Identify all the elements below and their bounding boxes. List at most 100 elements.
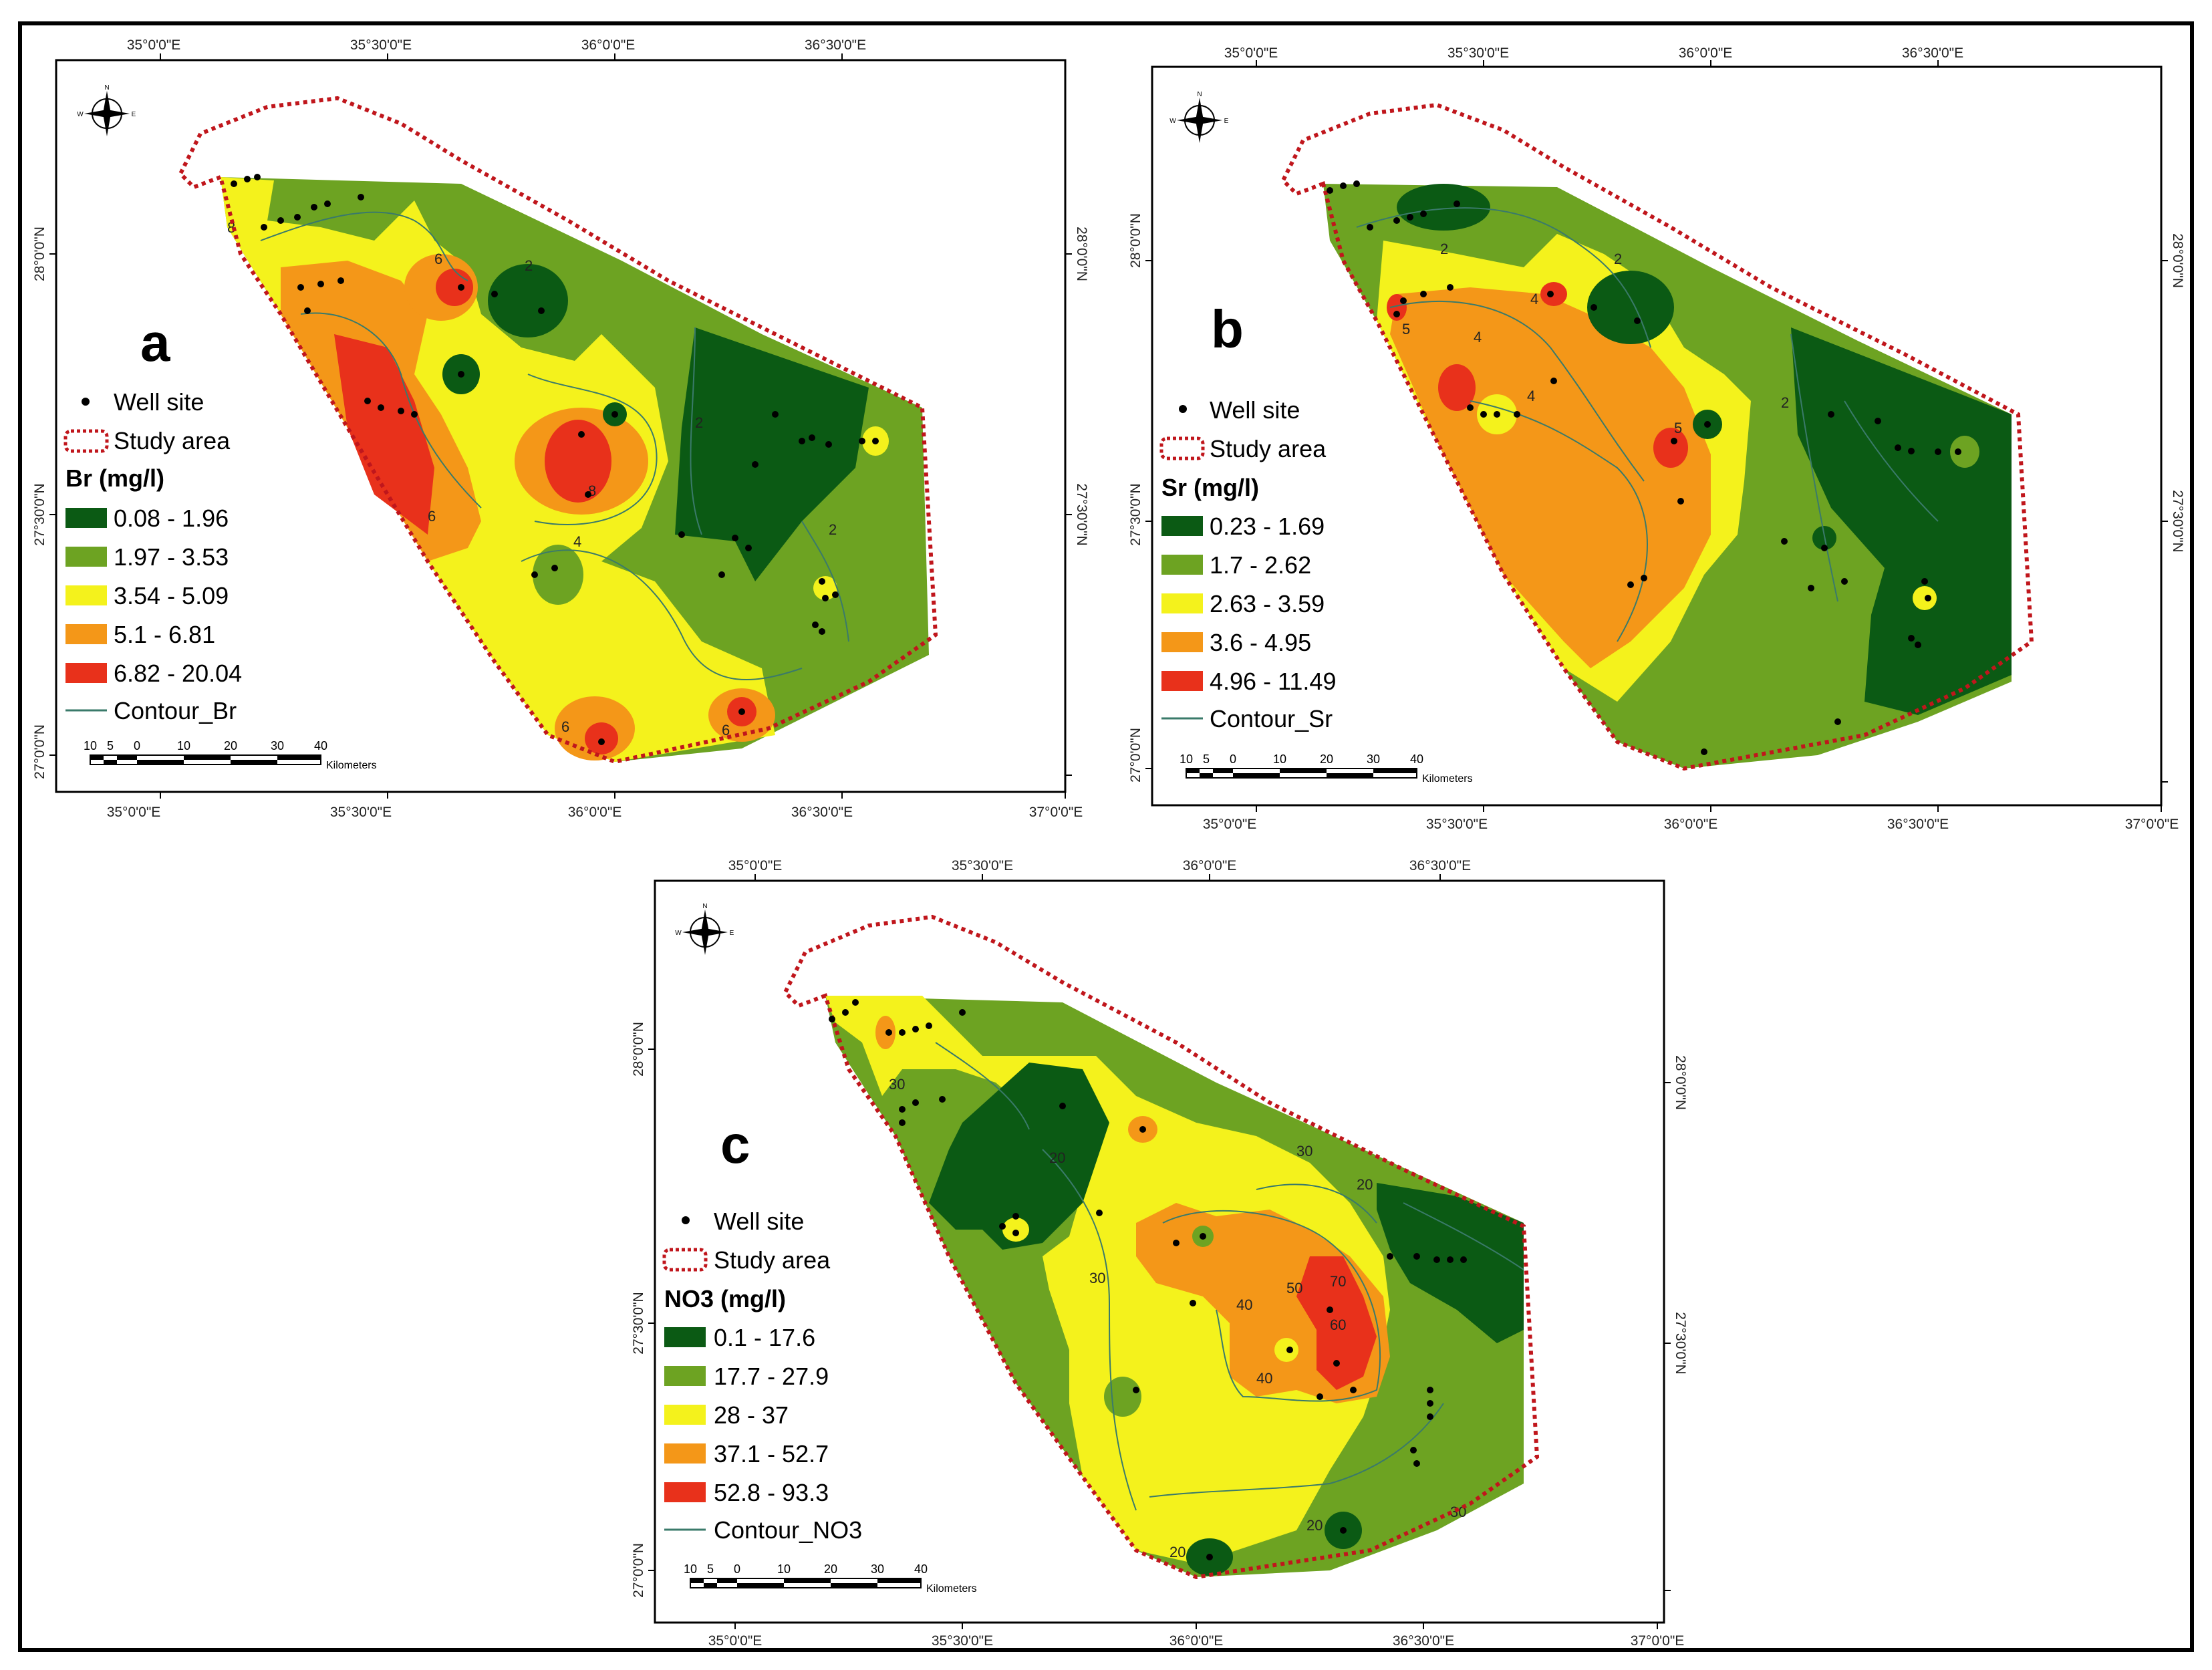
well-sites — [1327, 180, 1961, 755]
legend-title: NO3 (mg/l) — [664, 1285, 786, 1312]
lon-tick-bottom: 36°0'0"E — [568, 805, 622, 820]
legend-class-label: 1.7 - 2.62 — [1210, 551, 1311, 579]
contour-legend-label: Contour_NO3 — [714, 1516, 862, 1544]
scale-unit: Kilometers — [326, 760, 377, 771]
contour-label: 5 — [1674, 420, 1682, 436]
lon-tick-bottom: 36°30'0"E — [1393, 1633, 1454, 1649]
contour-label: 6 — [722, 722, 730, 738]
lon-tick-bottom: 37°0'0"E — [2125, 817, 2179, 832]
legend-swatch — [65, 547, 107, 567]
scale-tick: 10 — [777, 1562, 791, 1576]
east-label: E — [1224, 118, 1229, 125]
lon-tick-bottom: 36°30'0"E — [791, 805, 853, 820]
lon-tick-top: 35°30'0"E — [1447, 45, 1509, 61]
west-label: W — [1169, 118, 1176, 125]
legend-title: Br (mg/l) — [65, 464, 164, 492]
lat-tick-right: 28°0'0"N — [1673, 1055, 1688, 1110]
contour-label: 40 — [1256, 1370, 1272, 1387]
legend-class-label: 2.63 - 3.59 — [1210, 590, 1325, 617]
legend-class-label: 0.23 - 1.69 — [1210, 513, 1325, 540]
lon-tick-top: 36°0'0"E — [581, 37, 636, 53]
study-area-symbol — [662, 1248, 708, 1272]
legend: c Well site Study area NO3 (mg/l) 0.1 - … — [662, 1115, 862, 1544]
study-area-boundary — [783, 914, 1540, 1580]
scale-tick: 5 — [1203, 752, 1210, 766]
contour-label: 6 — [428, 508, 436, 525]
lon-tick-bottom: 35°0'0"E — [107, 805, 161, 820]
scale-tick: 30 — [1367, 752, 1380, 766]
legend-class-label: 17.7 - 27.9 — [714, 1363, 829, 1390]
contour-label: 70 — [1330, 1273, 1346, 1290]
contour-label: 60 — [1330, 1316, 1346, 1333]
graticule-ticks — [49, 53, 1072, 799]
lat-tick-right: 28°0'0"N — [2170, 233, 2185, 288]
lat-tick-left: 27°30'0"N — [1128, 483, 1143, 545]
well-site-label: Well site — [714, 1208, 804, 1235]
scale-tick: 40 — [1410, 752, 1423, 766]
study-area-boundary — [178, 96, 938, 764]
study-area-symbol — [1159, 436, 1205, 460]
lon-tick-top: 36°30'0"E — [1902, 45, 1963, 61]
scale-tick: 40 — [314, 739, 327, 752]
legend-class-label: 28 - 37 — [714, 1401, 789, 1429]
scale-tick: 10 — [1180, 752, 1193, 766]
scale-tick: 0 — [1230, 752, 1236, 766]
contour-label: 6 — [561, 718, 569, 735]
contour-labels: 2 2 2 4 4 4 5 5 — [1402, 241, 1789, 436]
interpolation-surface — [1323, 184, 2012, 769]
legend-swatch — [664, 1443, 706, 1464]
east-label: E — [730, 930, 734, 937]
scale-tick: 0 — [134, 739, 140, 752]
panel-letter: c — [720, 1115, 750, 1174]
legend-title: Sr (mg/l) — [1161, 474, 1259, 501]
lat-tick-right: 28°0'0"N — [1074, 227, 1089, 281]
contour-label: 2 — [1614, 251, 1622, 267]
scale-tick: 5 — [707, 1562, 714, 1576]
lat-tick-left: 27°0'0"N — [32, 724, 47, 779]
study-area-label: Study area — [114, 427, 231, 454]
legend-swatch — [65, 585, 107, 605]
scale-tick: 30 — [271, 739, 284, 752]
north-label: N — [104, 84, 109, 92]
lat-tick-left: 27°30'0"N — [631, 1292, 646, 1354]
lat-tick-right: 27°30'0"N — [2170, 490, 2185, 552]
lon-tick-top: 35°0'0"E — [728, 858, 783, 873]
scale-tick: 20 — [224, 739, 237, 752]
north-label: N — [1197, 91, 1202, 98]
lon-tick-bottom: 37°0'0"E — [1029, 805, 1083, 820]
legend-class-label: 1.97 - 3.53 — [114, 543, 229, 571]
lon-tick-top: 35°0'0"E — [1224, 45, 1278, 61]
well-site-label: Well site — [114, 388, 204, 416]
legend-swatch — [65, 508, 107, 528]
well-sites — [829, 999, 1467, 1560]
well-sites — [231, 174, 879, 745]
lon-tick-bottom: 35°0'0"E — [708, 1633, 763, 1649]
contour-label: 30 — [889, 1076, 905, 1093]
legend-swatch — [1161, 632, 1203, 652]
legend-swatch — [664, 1327, 706, 1347]
lat-tick-left: 28°0'0"N — [32, 227, 47, 281]
contour-label: 2 — [829, 521, 837, 538]
panel-letter: a — [140, 313, 170, 372]
legend-class-label: 0.1 - 17.6 — [714, 1324, 815, 1351]
lon-tick-top: 35°0'0"E — [127, 37, 181, 53]
lat-tick-left: 27°0'0"N — [631, 1543, 646, 1598]
graticule-ticks — [648, 874, 1671, 1629]
legend: b Well site Study area Sr (mg/l) 0.23 - … — [1159, 299, 1336, 732]
study-area-label: Study area — [1210, 435, 1327, 462]
contour-label: 50 — [1286, 1280, 1302, 1296]
scale-unit: Kilometers — [926, 1583, 977, 1594]
lon-tick-bottom: 35°30'0"E — [932, 1633, 993, 1649]
contour-label: 20 — [1049, 1149, 1065, 1166]
contour-label: 30 — [1089, 1270, 1105, 1286]
contour-label: 2 — [1440, 241, 1448, 257]
scale-tick: 40 — [914, 1562, 928, 1576]
legend-swatch — [65, 624, 107, 644]
contour-legend-label: Contour_Sr — [1210, 705, 1333, 732]
well-site-symbol — [82, 398, 90, 406]
study-area-symbol — [63, 429, 109, 453]
lat-tick-left: 27°30'0"N — [32, 483, 47, 545]
well-site-label: Well site — [1210, 396, 1300, 424]
scale-unit: Kilometers — [1422, 773, 1473, 785]
